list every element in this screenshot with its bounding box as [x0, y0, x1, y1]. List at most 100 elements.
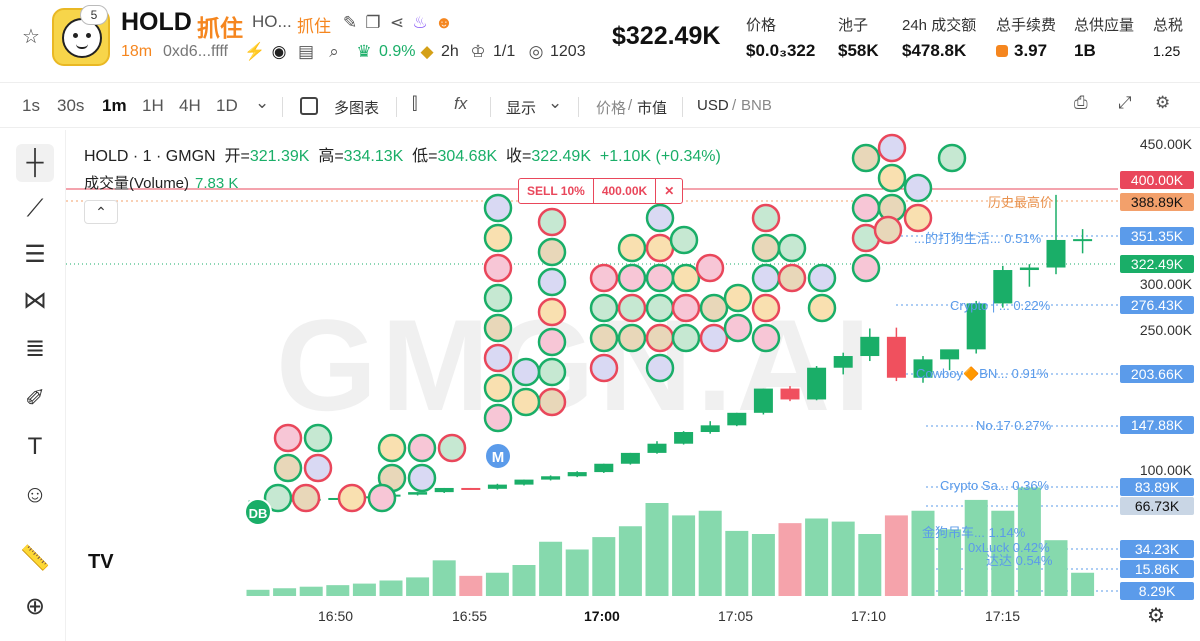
candle-body[interactable]	[461, 487, 481, 490]
trader-avatar-marker[interactable]	[699, 293, 729, 323]
price-toggle[interactable]: 价格	[596, 100, 627, 117]
trader-avatar-marker[interactable]	[589, 263, 619, 293]
trader-avatar-marker[interactable]	[483, 373, 513, 403]
candle-body[interactable]	[860, 336, 880, 357]
candle-body[interactable]	[674, 432, 694, 444]
trader-avatar-marker[interactable]	[511, 387, 541, 417]
multi-chart-label[interactable]: 多图表	[334, 100, 380, 117]
migration-marker[interactable]: M	[484, 442, 512, 470]
trader-avatar-marker[interactable]	[273, 453, 303, 483]
candle-body[interactable]	[780, 388, 800, 400]
candle-body[interactable]	[1046, 239, 1066, 268]
candle-body[interactable]	[807, 367, 827, 400]
dev-buy-marker[interactable]: DB	[244, 498, 272, 526]
candle-body[interactable]	[541, 476, 561, 480]
trader-avatar-marker[interactable]	[699, 323, 729, 353]
candle-body[interactable]	[913, 359, 933, 378]
trader-avatar-marker[interactable]	[777, 263, 807, 293]
timeframe-1s[interactable]: 1s	[22, 96, 40, 115]
trader-avatar-marker[interactable]	[483, 283, 513, 313]
candle-body[interactable]	[567, 472, 587, 477]
candle-body[interactable]	[886, 336, 906, 378]
trader-avatar-marker[interactable]	[851, 143, 881, 173]
collapse-legend-button[interactable]: ⌃	[84, 200, 118, 224]
close-icon[interactable]: ✕	[664, 184, 675, 198]
bnb-toggle[interactable]: BNB	[741, 97, 772, 114]
trader-avatar-marker[interactable]	[483, 313, 513, 343]
feather-icon[interactable]: ⚡	[244, 42, 266, 61]
trader-avatar-marker[interactable]	[483, 223, 513, 253]
ruler-icon[interactable]: 📏	[20, 545, 50, 572]
flame-icon[interactable]: ♨	[412, 13, 428, 32]
trendline-icon[interactable]: ⟋	[26, 195, 44, 222]
display-menu[interactable]: 显示	[506, 100, 537, 117]
trader-avatar-marker[interactable]	[483, 253, 513, 283]
trader-avatar-marker[interactable]	[537, 297, 567, 327]
trader-avatar-marker[interactable]	[537, 357, 567, 387]
trader-avatar-marker[interactable]	[671, 263, 701, 293]
trader-avatar-marker[interactable]	[851, 253, 881, 283]
timeframe-1d[interactable]: 1D	[216, 96, 238, 115]
brush-icon[interactable]: ✐	[24, 385, 46, 412]
trader-avatar-marker[interactable]	[851, 193, 881, 223]
candle-body[interactable]	[647, 443, 667, 453]
zoom-in-icon[interactable]: ⊕	[24, 593, 46, 620]
edit-icon[interactable]: ✎	[342, 13, 358, 32]
candle-body[interactable]	[1073, 239, 1093, 242]
trader-avatar-marker[interactable]	[617, 263, 647, 293]
trader-avatar-marker[interactable]	[873, 215, 903, 245]
trader-avatar-marker[interactable]	[483, 193, 513, 223]
horizontal-lines-icon[interactable]: ☰	[24, 241, 46, 268]
settings-icon[interactable]: ⚙	[1155, 93, 1171, 112]
trader-avatar-marker[interactable]	[751, 263, 781, 293]
share-icon[interactable]: ⋖	[389, 13, 405, 32]
trader-avatar-marker[interactable]	[645, 353, 675, 383]
trader-avatar-marker[interactable]	[589, 323, 619, 353]
pattern-icon[interactable]: ⋈	[23, 287, 47, 314]
candle-body[interactable]	[434, 487, 454, 493]
trader-avatar-marker[interactable]	[303, 453, 333, 483]
candle-body[interactable]	[487, 484, 507, 489]
trader-avatar-marker[interactable]	[537, 237, 567, 267]
chart-logo-icon[interactable]: ◉	[271, 42, 287, 61]
trader-avatar-marker[interactable]	[537, 327, 567, 357]
chart-canvas[interactable]	[66, 130, 1200, 641]
trader-avatar-marker[interactable]	[777, 233, 807, 263]
search-icon[interactable]: ⌕	[329, 42, 339, 61]
multi-chart-checkbox[interactable]	[300, 97, 318, 115]
chevron-down-icon[interactable]: ⌄	[548, 93, 563, 112]
trader-avatar-marker[interactable]	[645, 233, 675, 263]
star-icon[interactable]: ☆	[22, 26, 40, 48]
trader-avatar-marker[interactable]	[537, 207, 567, 237]
trader-avatar-marker[interactable]	[671, 293, 701, 323]
trader-avatar-marker[interactable]	[903, 173, 933, 203]
crosshair-icon[interactable]: ┼	[16, 144, 54, 182]
trader-avatar-marker[interactable]	[807, 293, 837, 323]
trader-avatar-marker[interactable]	[263, 483, 293, 513]
candle-body[interactable]	[966, 303, 986, 350]
trader-avatar-marker[interactable]	[903, 203, 933, 233]
candle-body[interactable]	[940, 349, 960, 360]
trader-avatar-marker[interactable]	[645, 323, 675, 353]
candle-body[interactable]	[993, 270, 1013, 304]
trader-avatar-marker[interactable]	[669, 225, 699, 255]
trader-avatar-marker[interactable]	[367, 483, 397, 513]
trader-avatar-marker[interactable]	[511, 357, 541, 387]
trader-avatar-marker[interactable]	[645, 293, 675, 323]
trader-avatar-marker[interactable]	[437, 433, 467, 463]
tradingview-logo[interactable]: TV	[88, 551, 114, 573]
chevron-down-icon[interactable]: ⌄	[255, 93, 270, 112]
trader-avatar-marker[interactable]	[617, 233, 647, 263]
trader-avatar-marker[interactable]	[807, 263, 837, 293]
timeframe-30s[interactable]: 30s	[57, 96, 85, 115]
trader-avatar-marker[interactable]	[617, 293, 647, 323]
candle-body[interactable]	[727, 412, 747, 426]
trader-avatar-marker[interactable]	[589, 293, 619, 323]
trader-avatar-marker[interactable]	[617, 323, 647, 353]
trader-avatar-marker[interactable]	[407, 433, 437, 463]
trader-avatar-marker[interactable]	[695, 253, 725, 283]
trader-avatar-marker[interactable]	[751, 233, 781, 263]
emoji-icon[interactable]: ☺	[22, 481, 48, 508]
camera-icon[interactable]: ⎙	[1074, 93, 1088, 112]
trader-avatar-marker[interactable]	[877, 163, 907, 193]
